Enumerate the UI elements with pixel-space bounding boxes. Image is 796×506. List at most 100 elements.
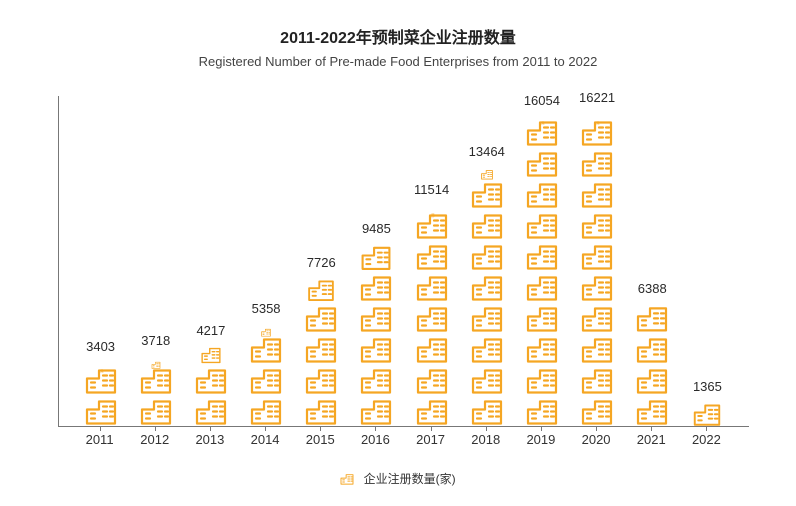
building-icon (526, 273, 558, 302)
building-icon (526, 366, 558, 395)
bar-value-label: 3403 (86, 339, 115, 354)
building-icon (416, 397, 448, 426)
x-tick-mark (210, 426, 211, 431)
x-tick-mark (706, 426, 707, 431)
bar-stack: 16221 (581, 111, 613, 426)
building-icon (526, 118, 558, 147)
building-icon (250, 397, 282, 426)
chart-title-en: Registered Number of Pre-made Food Enter… (0, 54, 796, 69)
building-icon (636, 304, 668, 333)
building-icon (416, 211, 448, 240)
x-tick-mark (651, 426, 652, 431)
bar-stack: 3403 (85, 360, 117, 426)
building-icon (526, 112, 558, 116)
building-icon (305, 304, 337, 333)
legend: 企业注册数量(家) (0, 470, 796, 488)
building-icon (636, 366, 668, 395)
building-icon (581, 273, 613, 302)
building-icon (140, 366, 172, 395)
building-icon (250, 366, 282, 395)
bar-value-label: 11514 (414, 182, 449, 197)
bar-value-label: 3718 (141, 333, 170, 348)
building-icon (416, 335, 448, 364)
building-icon (250, 324, 282, 333)
building-icon (140, 397, 172, 426)
bar-stack: 3718 (140, 354, 172, 426)
building-icon (471, 273, 503, 302)
building-icon (360, 273, 392, 302)
x-tick-mark (375, 426, 376, 431)
building-icon (581, 149, 613, 178)
building-icon (305, 278, 337, 302)
building-icon (581, 118, 613, 147)
building-icon (85, 397, 117, 426)
bar-value-label: 16054 (524, 93, 560, 108)
building-icon (581, 335, 613, 364)
x-tick-mark (100, 426, 101, 431)
x-tick-label: 2013 (195, 432, 224, 447)
x-tick-label: 2015 (306, 432, 335, 447)
building-icon (360, 397, 392, 426)
building-icon (250, 335, 282, 364)
legend-label: 企业注册数量(家) (364, 472, 456, 486)
bar-value-label: 16221 (579, 90, 615, 105)
bar-stack: 13464 (471, 165, 503, 426)
building-icon (581, 242, 613, 271)
x-tick-label: 2016 (361, 432, 390, 447)
bar-value-label: 7726 (307, 255, 336, 270)
building-icon (471, 335, 503, 364)
building-icon (471, 304, 503, 333)
building-icon (526, 304, 558, 333)
building-icon (416, 304, 448, 333)
bar-stack: 4217 (195, 344, 227, 426)
building-icon (581, 211, 613, 240)
bar-value-label: 4217 (196, 323, 225, 338)
building-icon (526, 335, 558, 364)
x-tick-label: 2019 (526, 432, 555, 447)
plot-area: 3403 (58, 96, 749, 427)
x-tick-label: 2017 (416, 432, 445, 447)
building-icon (360, 304, 392, 333)
x-tick-label: 2020 (582, 432, 611, 447)
building-icon (305, 366, 337, 395)
building-icon (360, 244, 392, 271)
building-icon (581, 304, 613, 333)
building-icon (195, 366, 227, 395)
building-icon (416, 273, 448, 302)
building-icon (305, 335, 337, 364)
building-icon (691, 402, 723, 426)
building-icon (471, 366, 503, 395)
x-axis: 2011201220132014201520162017201820192020… (58, 426, 748, 450)
building-icon (85, 360, 117, 364)
bar-stack: 11514 (416, 203, 448, 427)
building-icon (471, 242, 503, 271)
x-tick-label: 2021 (637, 432, 666, 447)
x-tick-mark (265, 426, 266, 431)
building-icon (581, 397, 613, 426)
x-tick-mark (431, 426, 432, 431)
bar-stack: 16054 (526, 114, 558, 426)
building-icon (195, 397, 227, 426)
bar-stack: 9485 (360, 242, 392, 426)
x-tick-label: 2022 (692, 432, 721, 447)
x-tick-mark (486, 426, 487, 431)
building-icon (140, 356, 172, 364)
building-icon (526, 211, 558, 240)
building-icon (636, 397, 668, 426)
building-icon (636, 335, 668, 364)
building-icon (471, 397, 503, 426)
x-tick-mark (596, 426, 597, 431)
x-tick-label: 2012 (140, 432, 169, 447)
building-icon (581, 366, 613, 395)
building-icon (471, 211, 503, 240)
building-icon (581, 112, 613, 116)
bar-value-label: 13464 (469, 144, 505, 159)
x-tick-mark (541, 426, 542, 431)
bar-stack: 7726 (305, 276, 337, 426)
building-icon (581, 180, 613, 209)
bar-stack: 6388 (636, 302, 668, 426)
building-icon (526, 242, 558, 271)
building-icon (195, 346, 227, 364)
bar-value-label: 6388 (638, 281, 667, 296)
bar-stack: 5358 (250, 322, 282, 426)
